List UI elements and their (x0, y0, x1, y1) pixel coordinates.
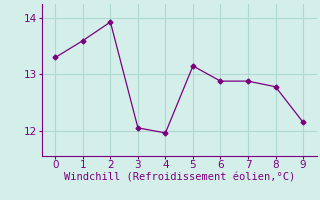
X-axis label: Windchill (Refroidissement éolien,°C): Windchill (Refroidissement éolien,°C) (64, 173, 295, 183)
